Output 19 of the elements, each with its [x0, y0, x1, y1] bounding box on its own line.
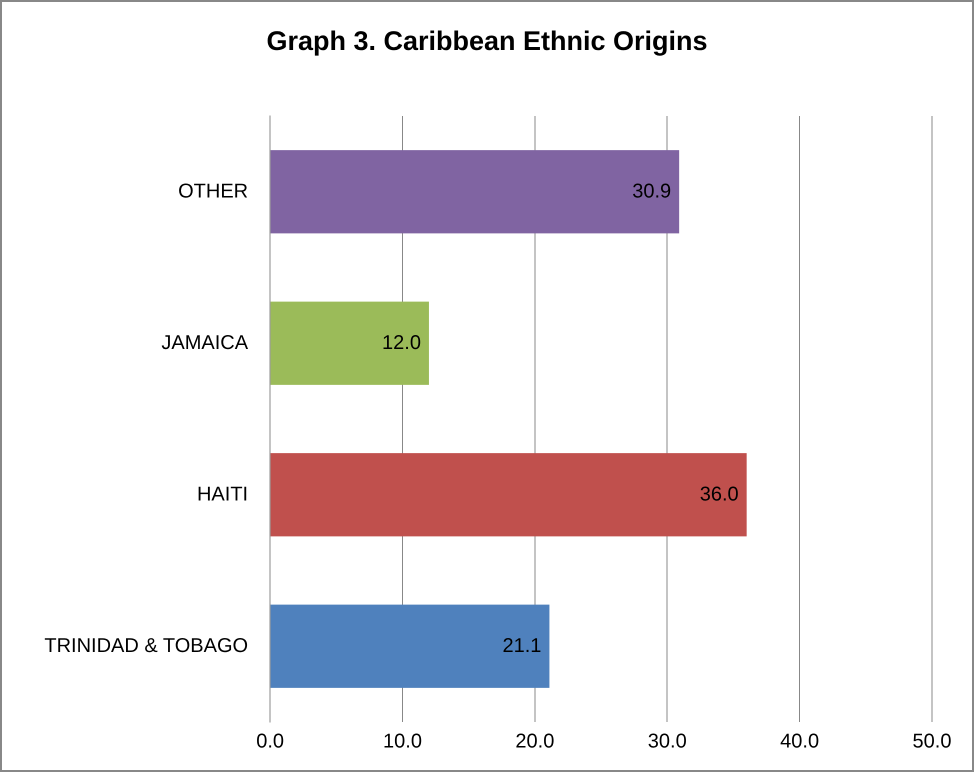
y-tick-label: OTHER — [178, 180, 248, 202]
y-tick-label: TRINIDAD & TOBAGO — [44, 634, 248, 657]
chart-title: Graph 3. Caribbean Ethnic Origins — [265, 26, 709, 57]
x-tick-label: 40.0 — [780, 730, 820, 753]
data-label: 12.0 — [382, 332, 421, 354]
data-label: 36.0 — [700, 483, 739, 506]
x-tick-label: 30.0 — [648, 730, 687, 753]
x-tick-label: 20.0 — [515, 730, 554, 753]
bar — [270, 604, 550, 688]
x-tick-label: 10.0 — [383, 730, 422, 753]
bar — [270, 302, 429, 385]
data-label: 21.1 — [502, 634, 542, 657]
bar — [270, 150, 680, 234]
x-tick-label: 50.0 — [912, 730, 952, 753]
y-tick-label: JAMAICA — [161, 332, 249, 354]
bar — [270, 453, 747, 536]
y-tick-label: HAITI — [196, 483, 248, 506]
x-tick-label: 0.0 — [256, 730, 284, 753]
data-label: 30.9 — [632, 180, 672, 202]
